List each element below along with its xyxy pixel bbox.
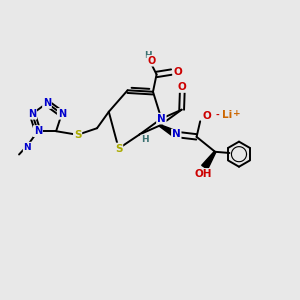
Text: O: O	[173, 67, 182, 77]
Text: N: N	[157, 114, 166, 124]
Text: N: N	[34, 126, 42, 136]
Text: O: O	[202, 111, 211, 121]
Polygon shape	[159, 125, 178, 138]
Text: N: N	[43, 98, 51, 108]
Text: +: +	[233, 109, 240, 118]
Text: -: -	[215, 111, 219, 120]
Text: O: O	[147, 56, 156, 66]
Text: N: N	[28, 109, 36, 119]
Text: S: S	[115, 143, 122, 154]
Text: Li: Li	[222, 110, 232, 120]
Text: N: N	[24, 142, 31, 152]
Text: H: H	[141, 135, 149, 144]
Text: N: N	[34, 126, 42, 136]
Polygon shape	[202, 151, 216, 169]
Text: H: H	[144, 51, 152, 60]
Text: O: O	[178, 82, 187, 92]
Text: OH: OH	[194, 169, 212, 179]
Text: N: N	[172, 130, 181, 140]
Text: N: N	[58, 109, 66, 119]
Text: S: S	[74, 130, 81, 140]
